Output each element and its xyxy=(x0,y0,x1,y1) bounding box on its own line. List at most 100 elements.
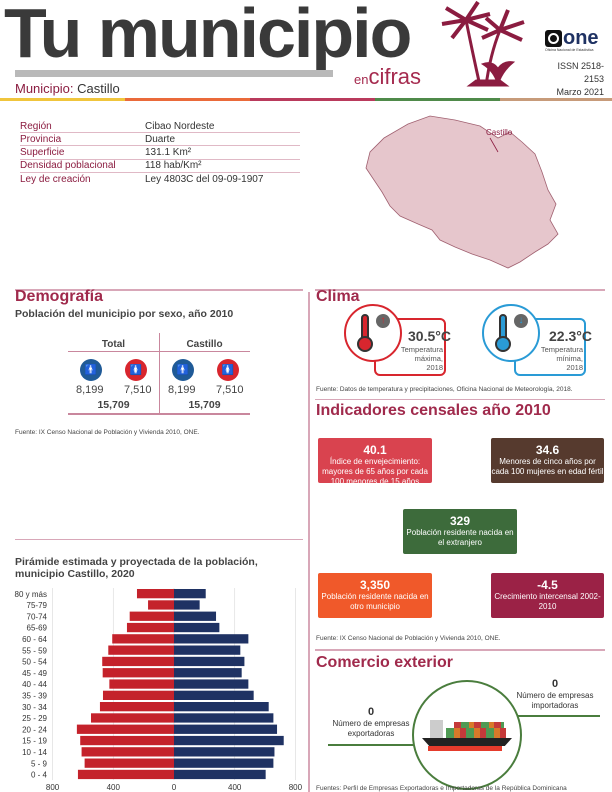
bar-right xyxy=(174,622,220,633)
indicator-label: Crecimiento intercensal 2002-2010 xyxy=(494,592,601,611)
bar-right xyxy=(174,747,275,757)
bar-right xyxy=(174,713,274,723)
indicator-label: Menores de cinco años por cada 100 mujer… xyxy=(491,457,604,476)
info-row: Densidad poblacional 118 hab/Km² xyxy=(20,160,300,173)
clima-source: Fuente: Datos de temperatura y precipita… xyxy=(316,386,573,393)
demografia-title: Demografía xyxy=(15,288,104,305)
info-key: Superficie xyxy=(20,146,65,158)
y-category-label: 40 - 44 xyxy=(22,680,47,689)
indicator-label: Índice de envejecimiento: mayores de 65 … xyxy=(322,457,428,486)
castillo-men: 8,199 xyxy=(168,384,196,396)
indicator-card: 3,350 Población residente nacida en otro … xyxy=(318,573,432,618)
comercio-source: Fuentes: Perfil de Empresas Exportadoras… xyxy=(316,785,567,792)
castillo-header: Castillo xyxy=(186,339,223,350)
y-category-label: 60 - 64 xyxy=(22,635,47,644)
municipio-map xyxy=(365,115,559,269)
bar-right xyxy=(174,611,217,621)
bar-left xyxy=(136,589,174,599)
y-category-label: 15 - 19 xyxy=(22,737,47,746)
divider xyxy=(15,289,303,291)
bar-right xyxy=(174,589,206,599)
import-label: Número de empresas importadoras xyxy=(516,691,594,710)
y-category-label: 5 - 9 xyxy=(31,759,48,768)
title-underline xyxy=(15,70,333,77)
color-strip-1 xyxy=(0,98,125,101)
indicator-label: Población residente nacida en el extranj… xyxy=(406,528,514,547)
page-title: Tu municipio xyxy=(4,0,412,72)
map-label: Castillo xyxy=(486,128,513,137)
subtitle-en: en xyxy=(354,72,369,87)
publication-date: Marzo 2021 xyxy=(556,87,604,97)
indicator-value: -4.5 xyxy=(537,578,558,592)
municipio-label: Municipio: Castillo xyxy=(15,81,120,96)
one-logo: one Oficina Nacional de Estadística xyxy=(545,27,605,52)
population-table: Total Castillo 🚹 🚺 🚹 🚺 8,199 7,510 8,199… xyxy=(68,333,250,415)
info-row: Región Cibao Nordeste xyxy=(20,120,300,134)
export-line xyxy=(328,744,414,746)
info-key: Densidad poblacional xyxy=(20,160,116,172)
y-category-label: 20 - 24 xyxy=(22,725,47,734)
x-tick-label: 400 xyxy=(107,783,121,792)
bar-left xyxy=(84,758,174,768)
info-value: Duarte xyxy=(145,133,176,145)
demografia-source: Fuente: IX Censo Nacional de Población y… xyxy=(15,429,200,436)
bar-right xyxy=(174,634,249,644)
indicator-label: Población residente nacida en otro munic… xyxy=(321,592,429,611)
total-header: Total xyxy=(101,339,126,350)
arrow-up-icon: ↑ xyxy=(376,314,390,328)
total-sum: 15,709 xyxy=(97,399,130,411)
subtitle-cifras: cifras xyxy=(368,64,422,89)
y-category-label: 55 - 59 xyxy=(22,646,47,655)
import-block: 0 Número de empresas importadoras xyxy=(510,678,600,711)
export-value: 0 xyxy=(367,706,375,718)
color-strip-3 xyxy=(250,98,375,101)
info-key: Provincia xyxy=(20,133,62,145)
palm-trees-logo-icon xyxy=(441,0,525,87)
logo-text: one xyxy=(563,27,599,49)
bar-left xyxy=(109,679,174,689)
info-key: Ley de creación xyxy=(20,173,91,185)
total-men: 8,199 xyxy=(76,384,104,396)
info-value: Ley 4803C del 09-09-1907 xyxy=(145,173,264,185)
municipio-name: Castillo xyxy=(77,81,120,96)
female-icon: 🚺 xyxy=(217,359,239,381)
indicator-value: 329 xyxy=(449,514,471,528)
min-temp-value: 22.3°C xyxy=(549,328,592,344)
male-icon: 🚹 xyxy=(172,359,194,381)
color-strip-2 xyxy=(125,98,250,101)
y-category-label: 75-79 xyxy=(27,601,48,610)
info-table: Región Cibao Nordeste Provincia Duarte Sup… xyxy=(20,120,300,186)
y-category-label: 10 - 14 xyxy=(22,748,47,757)
info-row: Provincia Duarte xyxy=(20,133,300,147)
bar-left xyxy=(102,668,174,678)
bar-left xyxy=(81,747,174,757)
bar-left xyxy=(129,611,174,621)
bar-left xyxy=(80,735,174,746)
bar-right xyxy=(174,668,242,678)
info-value: 118 hab/Km² xyxy=(145,160,202,172)
bar-left xyxy=(76,724,174,734)
divider xyxy=(315,649,605,651)
bar-left xyxy=(90,713,174,723)
column-divider xyxy=(308,292,310,792)
indicadores-title: Indicadores censales año 2010 xyxy=(316,402,551,419)
indicator-value: 40.1 xyxy=(363,443,387,457)
info-key: Región xyxy=(20,120,52,132)
divider xyxy=(315,289,605,291)
indicadores-source: Fuente: IX Censo Nacional de Población y… xyxy=(316,635,501,642)
x-tick-label: 800 xyxy=(46,783,60,792)
y-category-label: 65-69 xyxy=(27,624,48,633)
bar-left xyxy=(148,600,174,610)
bar-left xyxy=(126,622,174,633)
bar-right xyxy=(174,758,274,768)
min-temp-label: Temperatura mínima, 2018 xyxy=(540,345,583,372)
import-value: 0 xyxy=(551,678,559,690)
info-row: Ley de creación Ley 4803C del 09-09-1907 xyxy=(20,173,300,186)
info-value: Cibao Nordeste xyxy=(145,120,215,132)
y-category-label: 80 y más xyxy=(15,590,47,599)
bar-right xyxy=(174,679,249,689)
population-pyramid-chart: 800 400 0 400 800 80 y más 75-79 70-74 65-69 60 -… xyxy=(15,588,303,792)
bar-left xyxy=(108,645,174,655)
ship-icon xyxy=(412,680,522,790)
bar-left xyxy=(77,769,174,780)
